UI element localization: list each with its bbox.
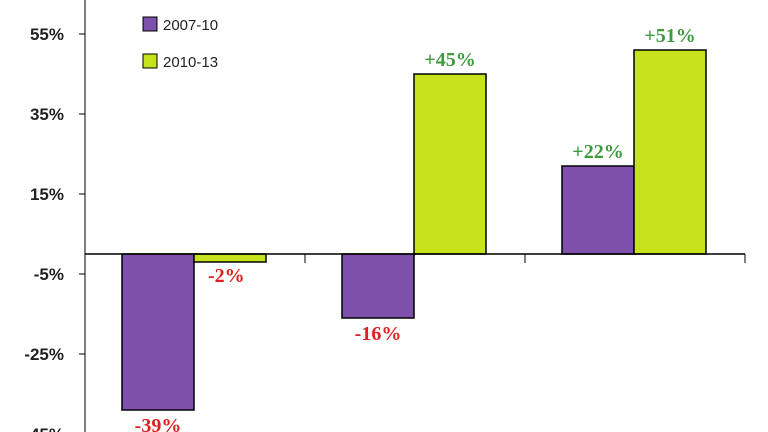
legend: 2007-10 2010-13 <box>142 16 218 71</box>
y-tick-label: 35% <box>30 105 64 124</box>
data-labels: -39% -2% -16% +45% +22% +51% <box>135 25 696 432</box>
data-label-2007-10-1: -16% <box>355 323 402 345</box>
bar-2007-10-1 <box>341 253 415 319</box>
data-label-2010-13-0: -2% <box>208 265 245 287</box>
bar-2010-13-0 <box>193 253 267 263</box>
legend-label-2010-13: 2010-13 <box>163 54 218 71</box>
y-tick-label: -25% <box>24 345 64 364</box>
data-label-2010-13-1: +45% <box>424 49 475 71</box>
bar-2007-10-0 <box>121 253 195 411</box>
legend-label-2007-10: 2007-10 <box>163 17 218 34</box>
legend-swatch-2010-13 <box>142 53 158 69</box>
bars <box>121 49 707 411</box>
legend-swatch-2007-10 <box>142 16 158 32</box>
y-tick-label: 55% <box>30 25 64 44</box>
bar-2010-13-1 <box>413 73 487 255</box>
data-label-2010-13-2: +51% <box>644 25 695 47</box>
data-label-2007-10-2: +22% <box>572 141 623 163</box>
y-tick-label: -5% <box>34 265 64 284</box>
bar-2007-10-2 <box>561 165 635 255</box>
y-tick-label: 15% <box>30 185 64 204</box>
bar-2010-13-2 <box>633 49 707 255</box>
y-tick-label: -45% <box>24 425 64 432</box>
zero-line <box>85 253 746 263</box>
data-label-2007-10-0: -39% <box>135 415 182 432</box>
y-axis: 55% 35% 15% -5% -25% -45% <box>24 0 86 432</box>
